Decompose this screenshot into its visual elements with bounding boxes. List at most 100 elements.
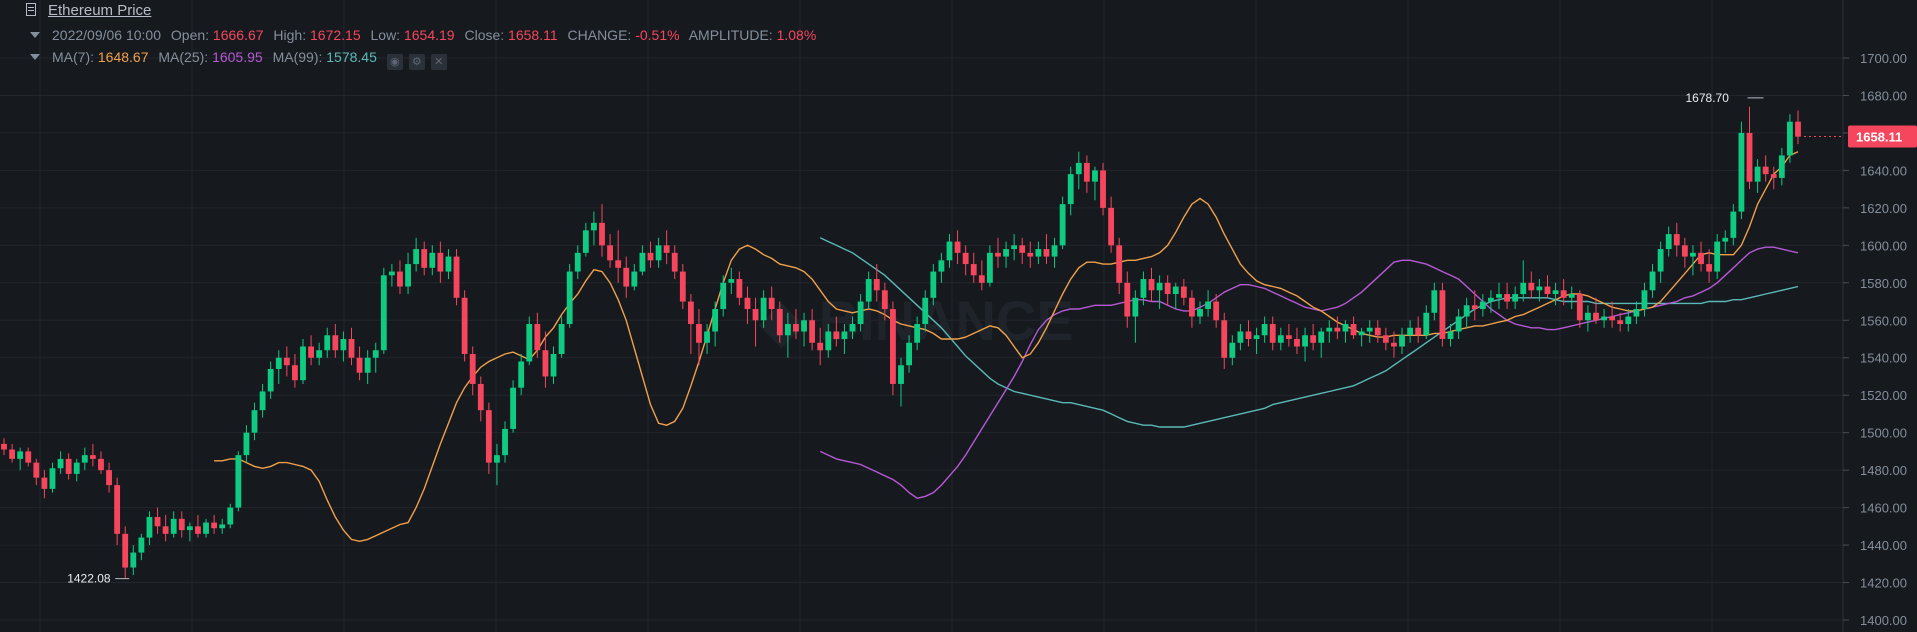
candle-up (364, 350, 371, 384)
candle-up (413, 237, 420, 272)
candle-body (469, 353, 476, 384)
candle-down (1310, 324, 1317, 351)
candle-up (203, 518, 209, 538)
candle-down (687, 294, 694, 354)
candle-body (922, 297, 929, 325)
candle-body (849, 324, 856, 332)
candle-up (259, 383, 266, 418)
candle-body (1584, 312, 1591, 321)
candle-body (720, 282, 727, 310)
candle-up (1601, 309, 1607, 328)
settings-icon[interactable]: ⚙ (408, 54, 425, 70)
candle-body (833, 331, 840, 339)
price-axis[interactable]: 1700.001680.001660.001640.001620.001600.… (1843, 51, 1907, 628)
candle-body (1391, 342, 1397, 347)
candle-body (98, 458, 104, 471)
collapse-triangle-icon[interactable] (30, 32, 40, 38)
candle-up (494, 443, 500, 486)
y-tick-label: 1700.00 (1860, 51, 1907, 66)
candle-body (154, 516, 161, 527)
candle-body (1326, 327, 1333, 332)
amplitude-value: 1.08% (776, 27, 817, 43)
candle-body (65, 458, 72, 474)
candle-body (33, 462, 40, 478)
candle-down (1609, 301, 1616, 328)
candle-up (1253, 327, 1260, 354)
candle-up (720, 275, 727, 317)
candle-up (1358, 327, 1365, 347)
candle-body (1625, 316, 1632, 325)
candle-body (518, 361, 525, 388)
candle-body (267, 368, 274, 392)
candle-body (906, 342, 912, 366)
candle-up (1722, 230, 1729, 253)
candle-body (453, 256, 460, 298)
chart-title[interactable]: Ethereum Price (48, 2, 152, 19)
candle-down (1027, 241, 1034, 268)
candle-down (978, 260, 985, 291)
candle-down (348, 327, 355, 366)
y-tick-label: 1580.00 (1860, 276, 1907, 291)
candle-up (186, 522, 193, 542)
candle-body (841, 331, 848, 339)
candle-body (970, 264, 977, 276)
candle-up (1140, 271, 1147, 306)
candle-body (1294, 339, 1300, 347)
candle-up (1536, 279, 1543, 302)
y-tick-label: 1680.00 (1860, 88, 1907, 103)
candle-down (817, 327, 824, 366)
candle-down (881, 282, 888, 321)
eye-icon[interactable]: ◉ (386, 54, 403, 70)
open-label: Open: (170, 27, 210, 43)
ma25-value: 1605.95 (212, 49, 263, 65)
candle-up (1261, 316, 1268, 343)
candle-down (9, 443, 15, 463)
candle-down (33, 458, 40, 486)
ma99-line (819, 237, 1799, 428)
candle-body (219, 524, 226, 529)
candle-down (809, 309, 816, 351)
candle-body (1552, 290, 1559, 295)
candle-down (679, 264, 686, 310)
collapse-triangle-icon[interactable] (30, 54, 40, 60)
ma7-line (214, 151, 1799, 543)
candle-body (146, 516, 153, 538)
candle-body (1762, 166, 1769, 175)
candle-body (1463, 305, 1470, 317)
candle-body (760, 297, 767, 321)
candle-up (639, 245, 646, 276)
candle-up (1399, 327, 1405, 354)
candle-body (1528, 282, 1535, 291)
candle-body (1778, 155, 1785, 178)
candle-down (292, 353, 298, 388)
candle-down (1673, 222, 1680, 257)
candle-body (1213, 301, 1220, 321)
candle-down (1180, 279, 1187, 306)
close-icon[interactable]: ✕ (430, 54, 447, 70)
candle-body (1, 443, 7, 450)
candle-body (1189, 297, 1195, 317)
y-tick-label: 1520.00 (1860, 388, 1907, 403)
candle-down (469, 346, 476, 396)
candle-down (1471, 290, 1478, 321)
candle-down (98, 451, 104, 474)
candle-up (1584, 305, 1591, 332)
candle-down (1746, 106, 1753, 190)
candle-up (1423, 305, 1430, 339)
candle-down (397, 260, 403, 295)
candle-body (857, 301, 864, 325)
candle-body (316, 350, 323, 358)
candle-body (243, 432, 250, 456)
candle-down (995, 237, 1001, 268)
candle-body (801, 320, 807, 332)
candle-body (1617, 320, 1624, 325)
candle-up (1665, 226, 1672, 257)
candle-up (1407, 320, 1414, 343)
candle-down (1391, 331, 1397, 358)
candle-up (405, 252, 411, 295)
candle-body (429, 252, 436, 268)
candle-body (170, 518, 177, 534)
candle-body (308, 346, 314, 358)
candle-up (267, 361, 274, 399)
